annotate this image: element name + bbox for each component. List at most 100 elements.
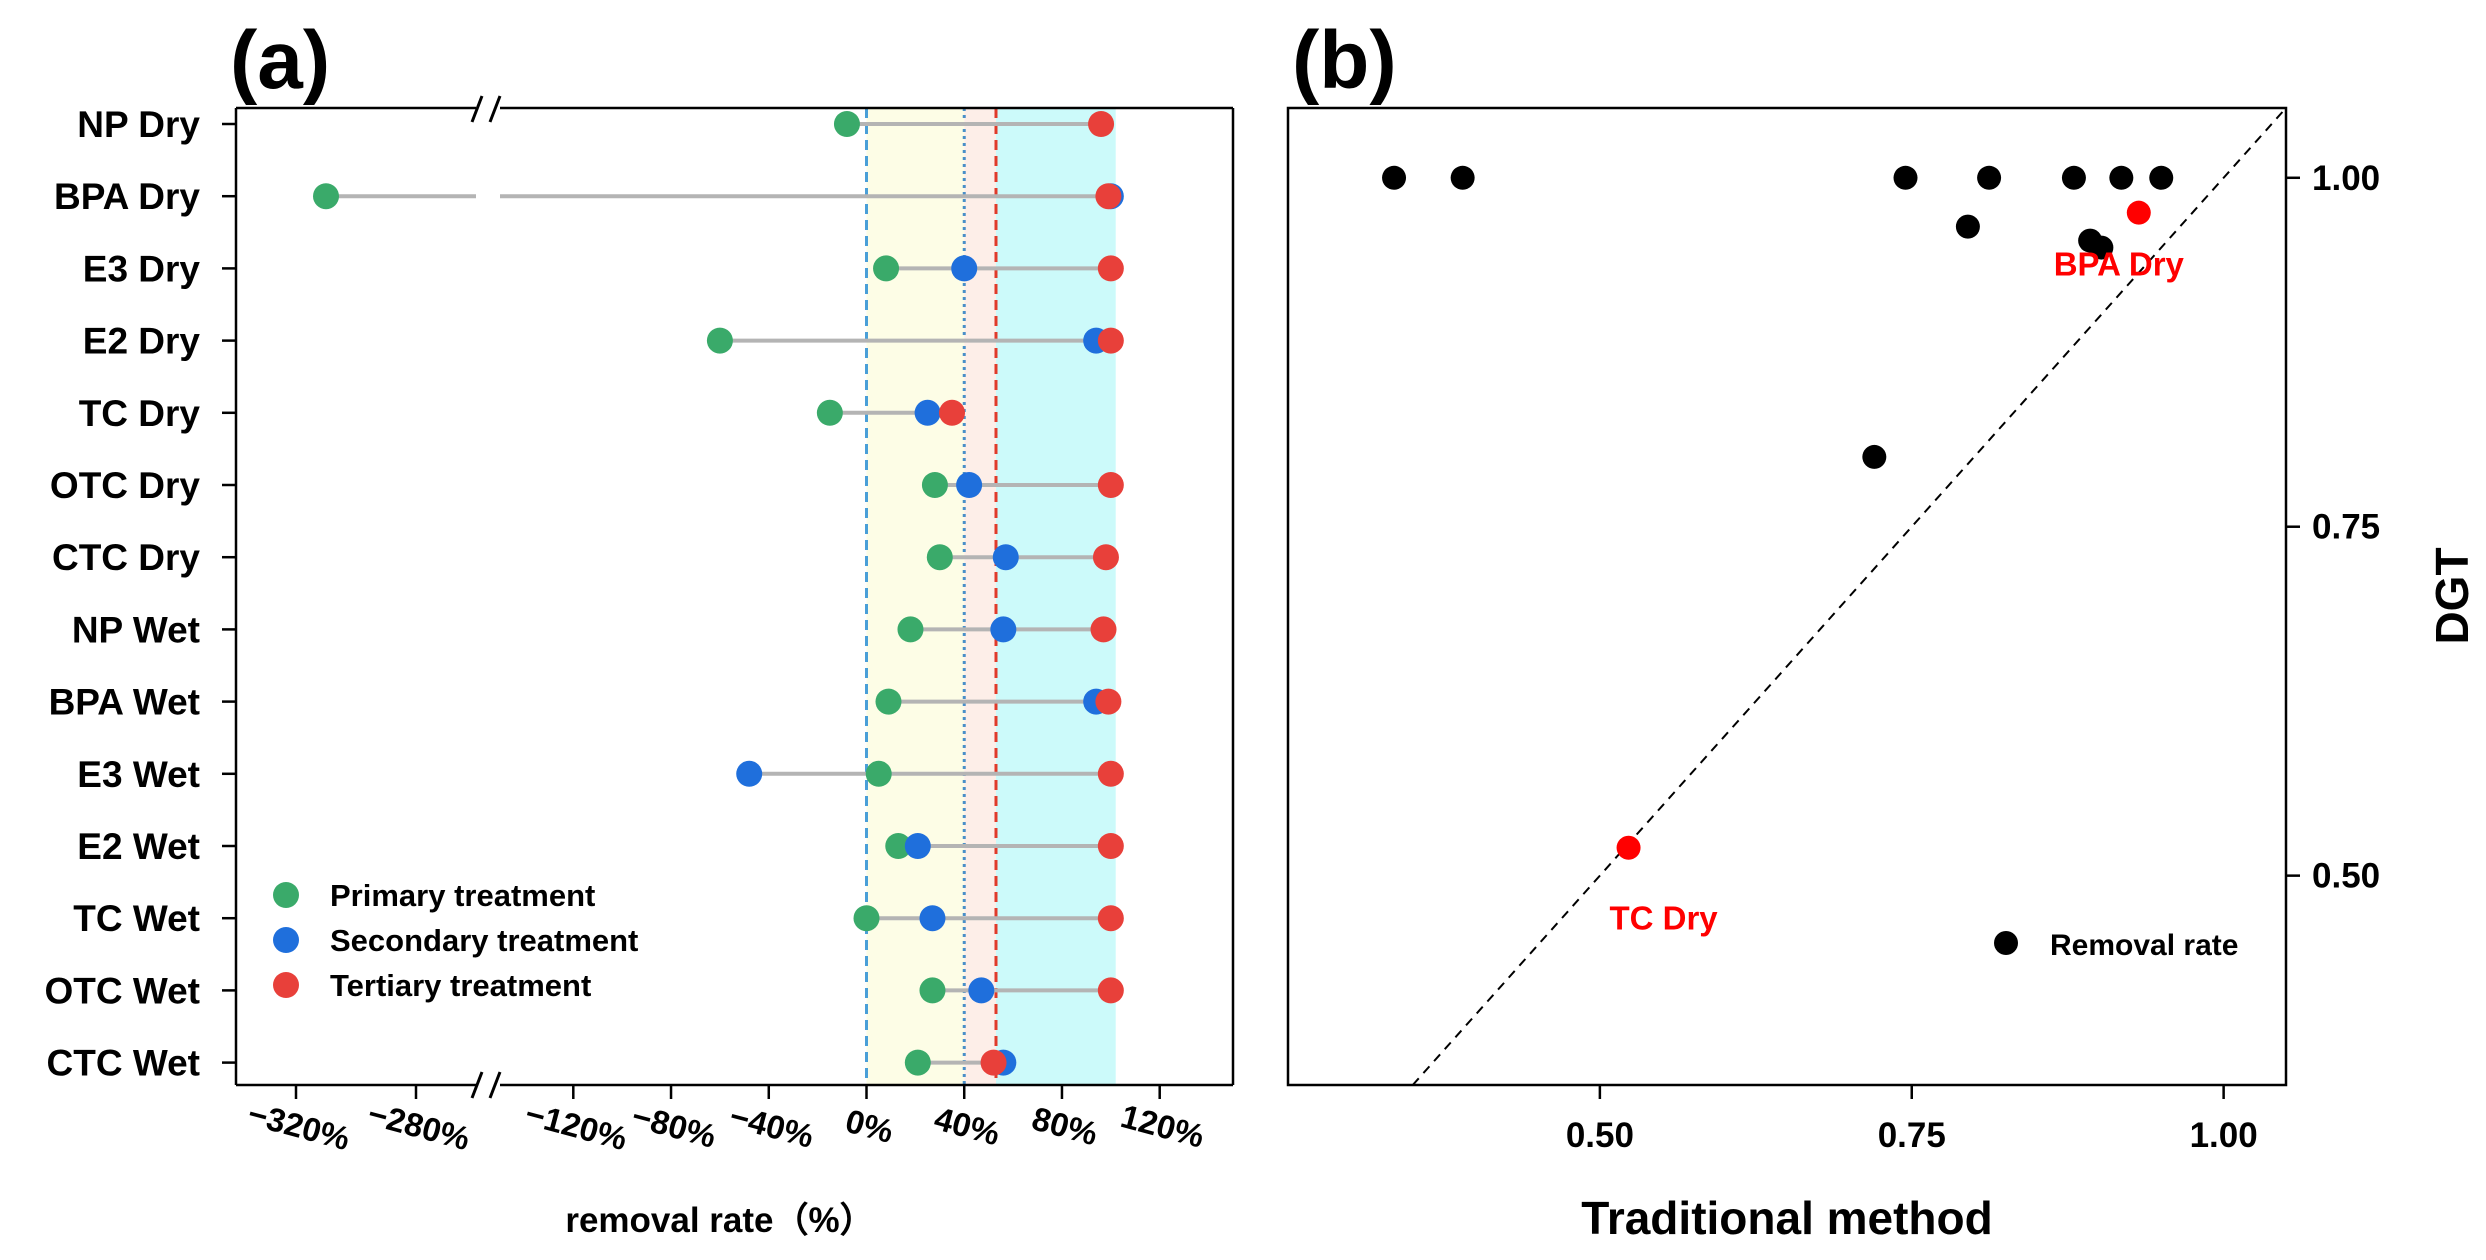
a-x-tick-label: −280% <box>364 1095 474 1158</box>
a-point-primary-treatment <box>921 472 948 498</box>
a-point-tertiary-treatment <box>1090 616 1117 643</box>
a-x-axis-title: removal rate（%） <box>565 1201 874 1240</box>
a-x-tick-label: 40% <box>931 1099 1004 1152</box>
a-point-primary-treatment <box>873 255 900 282</box>
a-y-tick-label: E2 Wet <box>77 826 200 867</box>
a-y-tick-label: BPA Dry <box>54 176 200 217</box>
a-point-primary-treatment <box>706 327 733 354</box>
a-point-primary-treatment <box>885 833 912 859</box>
a-x-tick-label: 0% <box>842 1102 898 1150</box>
a-y-tick-label: NP Wet <box>72 609 200 650</box>
a-point-primary-treatment <box>853 905 880 932</box>
panel-b-label: (b) <box>1292 15 1397 106</box>
b-x-axis: 0.50 0.75 1.00 <box>1566 1085 2258 1155</box>
a-point-tertiary-treatment <box>939 399 966 426</box>
panel-a-label: (a) <box>230 15 330 106</box>
b-point-label: TC Dry <box>1609 900 1718 937</box>
b-legend-marker <box>1994 931 2018 955</box>
b-point <box>2149 165 2174 190</box>
a-y-tick-label: OTC Dry <box>50 465 201 506</box>
b-x-axis-title: Traditional method <box>1581 1192 1992 1244</box>
panel-b: (b) 0.50 0.75 1.00 0.50 0.75 1.00 BPA Dry TC … <box>1286 15 2478 1244</box>
b-x-tick-label: 1.00 <box>2190 1116 2258 1155</box>
a-y-tick-label: TC Dry <box>79 393 201 434</box>
b-point <box>1450 165 1475 190</box>
a-point-secondary-treatment <box>919 905 946 932</box>
a-legend-marker <box>273 927 299 953</box>
b-plot-frame <box>1286 106 2288 1087</box>
b-point <box>1955 214 1980 239</box>
a-point-tertiary-treatment <box>1097 833 1124 859</box>
a-point-secondary-treatment <box>951 255 978 282</box>
a-point-primary-treatment <box>865 760 892 787</box>
a-x-tick-label: −80% <box>628 1097 720 1155</box>
a-x-tick-label: −120% <box>521 1095 631 1158</box>
b-point <box>2089 235 2114 260</box>
a-y-tick-label: E3 Dry <box>83 248 201 289</box>
a-y-tick-label: CTC Dry <box>52 537 200 578</box>
a-shaded-regions <box>866 108 1116 1085</box>
a-point-tertiary-treatment <box>1097 905 1124 932</box>
b-y-axis: 0.50 0.75 1.00 <box>2286 159 2380 896</box>
b-legend: Removal rate <box>1994 929 2238 962</box>
b-scatter-points: BPA Dry TC Dry <box>1382 165 2185 937</box>
b-legend-label: Removal rate <box>2050 929 2238 962</box>
a-point-secondary-treatment <box>968 977 995 1004</box>
a-point-tertiary-treatment <box>1088 111 1115 137</box>
b-x-tick-label: 0.50 <box>1566 1116 1634 1155</box>
a-point-secondary-treatment <box>990 616 1017 643</box>
a-legend-label: Secondary treatment <box>330 923 638 958</box>
a-point-primary-treatment <box>926 544 953 571</box>
a-x-tick-label: 80% <box>1028 1099 1101 1152</box>
a-point-secondary-treatment <box>736 760 763 787</box>
a-point-tertiary-treatment <box>1097 977 1124 1004</box>
b-y-tick-label: 1.00 <box>2312 159 2380 198</box>
a-point-secondary-treatment <box>904 833 931 859</box>
a-point-tertiary-treatment <box>1095 688 1122 715</box>
b-reference-line <box>1412 107 2287 1086</box>
b-point <box>1977 165 2002 190</box>
a-x-tick-label: 120% <box>1117 1097 1208 1155</box>
a-point-tertiary-treatment <box>1097 327 1124 354</box>
a-point-tertiary-treatment <box>1097 255 1124 282</box>
panel-a: (a) NP Dry BPA Dry E3 Dry E2 Dry TC Dry OTC D… <box>44 15 1235 1240</box>
a-legend-marker <box>273 882 299 908</box>
a-point-primary-treatment <box>904 1049 931 1076</box>
b-highlight-point <box>2126 200 2151 225</box>
a-x-axis: −320% −280% −120%−80% −40% 0% 40% 80% 120% <box>244 1085 1208 1157</box>
a-point-secondary-treatment <box>956 472 983 498</box>
b-y-axis-title: DGT <box>2426 547 2478 644</box>
b-point <box>2109 165 2134 190</box>
a-point-primary-treatment <box>919 977 946 1004</box>
a-shaded-region <box>964 108 996 1085</box>
a-point-tertiary-treatment <box>980 1049 1007 1076</box>
b-point <box>1382 165 1407 190</box>
b-point <box>1893 165 1918 190</box>
a-y-axis: NP Dry BPA Dry E3 Dry E2 Dry TC Dry OTC Dry CT… <box>44 104 236 1084</box>
a-shaded-region <box>866 108 965 1085</box>
a-y-tick-label: CTC Wet <box>47 1043 200 1084</box>
a-dumbbell-rows <box>313 111 1124 1076</box>
a-point-primary-treatment <box>833 111 860 137</box>
a-y-tick-label: E3 Wet <box>77 754 200 795</box>
a-y-tick-label: TC Wet <box>73 898 200 939</box>
a-point-primary-treatment <box>875 688 902 715</box>
a-point-primary-treatment <box>897 616 924 643</box>
b-x-tick-label: 0.75 <box>1878 1116 1946 1155</box>
a-point-tertiary-treatment <box>1095 183 1122 210</box>
b-point <box>1862 444 1887 469</box>
a-point-secondary-treatment <box>992 544 1019 571</box>
a-point-primary-treatment <box>816 399 843 426</box>
a-point-tertiary-treatment <box>1097 760 1124 787</box>
a-y-tick-label: E2 Dry <box>83 321 201 362</box>
a-legend-label: Primary treatment <box>330 878 595 913</box>
b-point-label: BPA Dry <box>2054 246 2185 283</box>
b-y-tick-label: 0.75 <box>2312 508 2380 547</box>
a-legend-label: Tertiary treatment <box>330 968 591 1003</box>
b-y-tick-label: 0.50 <box>2312 857 2380 896</box>
a-point-primary-treatment <box>313 183 339 210</box>
b-point <box>2061 165 2086 190</box>
a-legend-marker <box>273 972 299 998</box>
a-point-tertiary-treatment <box>1092 544 1119 571</box>
